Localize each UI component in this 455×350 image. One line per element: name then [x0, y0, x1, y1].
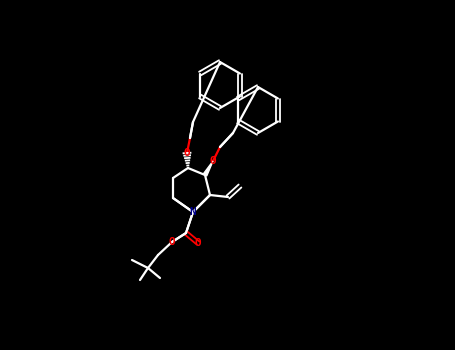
Polygon shape — [203, 161, 213, 176]
Text: N: N — [190, 207, 197, 217]
Text: O: O — [210, 156, 217, 166]
Text: O: O — [184, 148, 190, 158]
Text: O: O — [169, 237, 175, 247]
Text: O: O — [195, 238, 202, 248]
